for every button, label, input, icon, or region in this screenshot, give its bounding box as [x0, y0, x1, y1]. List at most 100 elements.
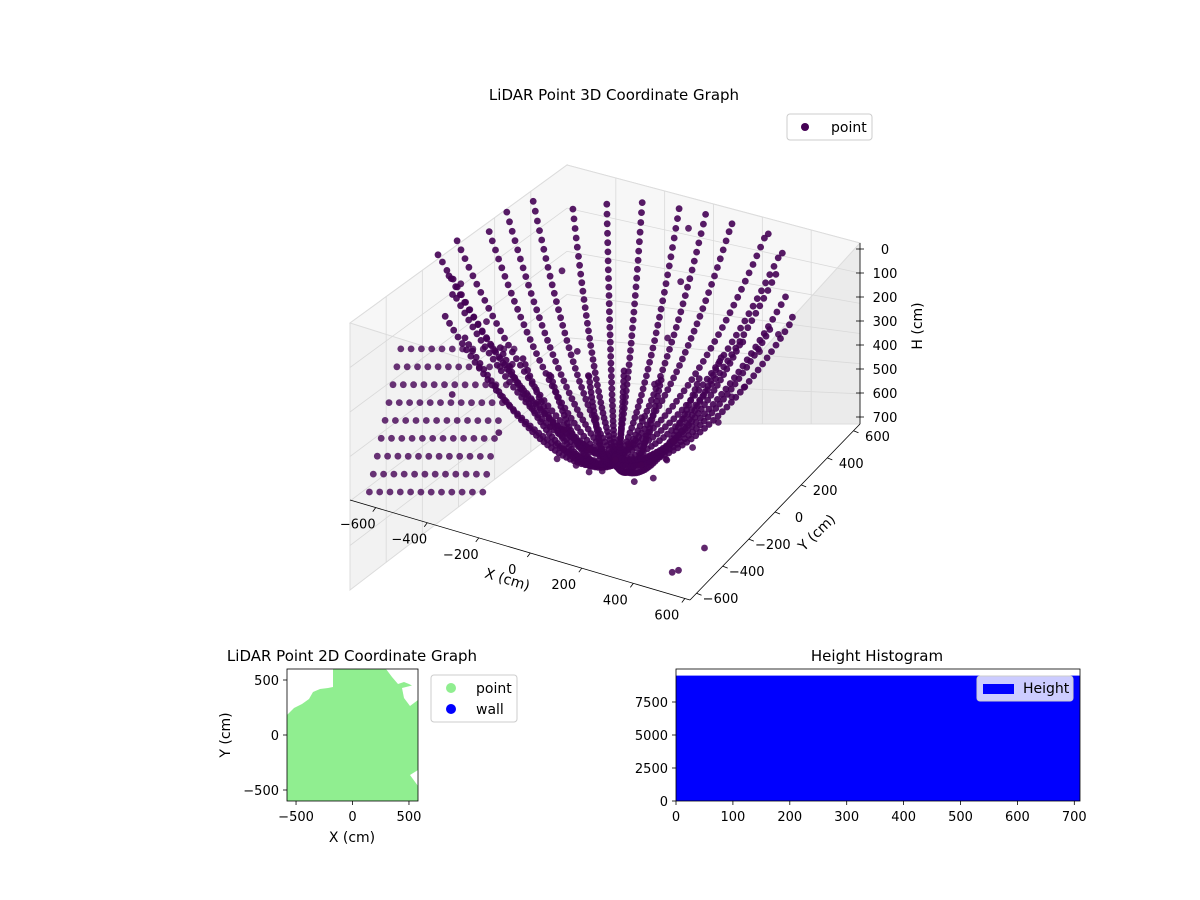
- point-marker: [752, 343, 760, 351]
- point-marker: [681, 292, 689, 299]
- y-tick-label-2d: 500: [254, 674, 279, 689]
- point-marker: [764, 230, 772, 238]
- x-tick: [681, 598, 686, 603]
- point-marker: [461, 381, 469, 389]
- point-marker: [458, 340, 466, 347]
- point-marker: [743, 356, 751, 364]
- point-marker: [749, 261, 757, 268]
- point-marker: [630, 308, 638, 316]
- point-marker: [765, 323, 772, 330]
- point-marker: [552, 412, 560, 420]
- point-marker: [629, 419, 637, 427]
- point-marker: [701, 544, 708, 552]
- legend-2d-marker-wall: [446, 704, 456, 714]
- point-marker: [526, 372, 534, 380]
- x-tick-label-2d: 0: [348, 810, 356, 825]
- x-tick: [475, 537, 480, 543]
- point-marker: [527, 290, 535, 297]
- point-marker: [633, 274, 641, 282]
- point-marker: [608, 385, 616, 392]
- point-marker: [748, 317, 756, 324]
- point-marker: [715, 331, 722, 338]
- z-tick-label: 300: [873, 315, 898, 330]
- point-marker: [627, 347, 634, 354]
- point-marker: [483, 334, 490, 341]
- x-tick-label-hist: 100: [720, 810, 745, 825]
- point-marker: [705, 289, 712, 296]
- point-marker: [474, 320, 482, 328]
- ticks-histogram: 0 100 200 300 400 500 600 700 0 2500 5000 7500: [635, 696, 1087, 825]
- x-tick-label: −200: [443, 548, 479, 563]
- point-marker: [502, 373, 509, 380]
- point-marker: [688, 266, 696, 274]
- point-marker: [557, 314, 564, 322]
- point-marker: [390, 470, 398, 478]
- point-marker: [495, 429, 503, 436]
- point-marker: [576, 411, 584, 419]
- x-axis-label: X (cm): [483, 566, 532, 595]
- point-marker: [408, 435, 416, 442]
- point-marker: [611, 456, 619, 464]
- point-marker: [710, 387, 718, 394]
- point-marker: [507, 289, 515, 297]
- point-marker: [604, 257, 612, 265]
- point-marker: [548, 281, 556, 289]
- point-marker: [490, 345, 497, 353]
- point-marker: [770, 263, 778, 270]
- point-marker: [608, 396, 616, 404]
- point-marker: [586, 446, 593, 454]
- point-area-2d: [287, 669, 418, 801]
- point-marker: [386, 488, 394, 496]
- point-marker: [657, 305, 665, 313]
- point-marker: [475, 363, 483, 371]
- point-marker: [676, 362, 683, 369]
- point-marker: [548, 407, 556, 415]
- point-marker: [473, 470, 480, 478]
- point-marker: [567, 351, 575, 359]
- point-marker: [606, 338, 614, 346]
- point-marker: [569, 205, 577, 213]
- y-tick-label-hist: 7500: [635, 696, 668, 711]
- point-marker: [565, 344, 573, 352]
- point-marker: [727, 385, 735, 393]
- point-marker: [398, 435, 406, 442]
- point-marker: [470, 435, 478, 442]
- point-marker: [607, 353, 615, 360]
- point-marker: [495, 417, 502, 424]
- point-marker: [538, 236, 546, 244]
- point-marker: [699, 358, 707, 365]
- point-marker: [718, 390, 725, 398]
- point-marker: [388, 434, 395, 442]
- point-marker: [469, 488, 476, 496]
- point-marker: [456, 452, 464, 460]
- z-tick-label: 200: [873, 291, 898, 306]
- point-marker: [604, 248, 612, 256]
- point-marker: [726, 359, 734, 367]
- point-marker: [685, 224, 692, 232]
- point-marker: [406, 399, 413, 406]
- point-marker: [662, 280, 670, 288]
- point-marker: [438, 345, 446, 353]
- point-marker: [606, 323, 614, 331]
- point-marker: [513, 355, 520, 363]
- point-marker: [572, 234, 580, 242]
- point-marker: [695, 375, 703, 383]
- point-marker: [670, 331, 678, 339]
- point-marker: [643, 372, 650, 380]
- point-marker: [649, 474, 657, 482]
- point-marker: [397, 345, 405, 353]
- point-marker: [447, 399, 455, 406]
- point-marker: [639, 385, 647, 393]
- point-marker: [655, 387, 663, 395]
- point-marker: [741, 317, 749, 325]
- point-marker: [707, 391, 715, 399]
- point-marker: [576, 261, 583, 269]
- point-marker: [445, 272, 453, 280]
- point-marker: [634, 256, 642, 264]
- point-marker: [530, 298, 538, 306]
- point-marker: [544, 264, 552, 271]
- point-marker: [443, 267, 451, 274]
- y-tick: [801, 484, 807, 488]
- point-marker: [690, 257, 698, 265]
- point-marker: [508, 227, 516, 235]
